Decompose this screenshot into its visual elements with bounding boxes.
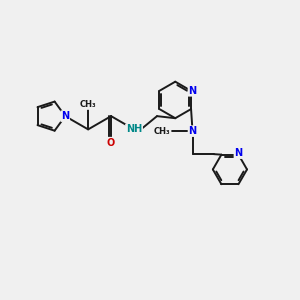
- Text: N: N: [234, 148, 242, 158]
- Text: N: N: [61, 111, 69, 121]
- Text: CH₃: CH₃: [154, 127, 170, 136]
- Text: N: N: [188, 86, 196, 96]
- Text: N: N: [188, 126, 196, 136]
- Text: NH: NH: [126, 124, 142, 134]
- Text: O: O: [107, 138, 115, 148]
- Text: CH₃: CH₃: [80, 100, 97, 109]
